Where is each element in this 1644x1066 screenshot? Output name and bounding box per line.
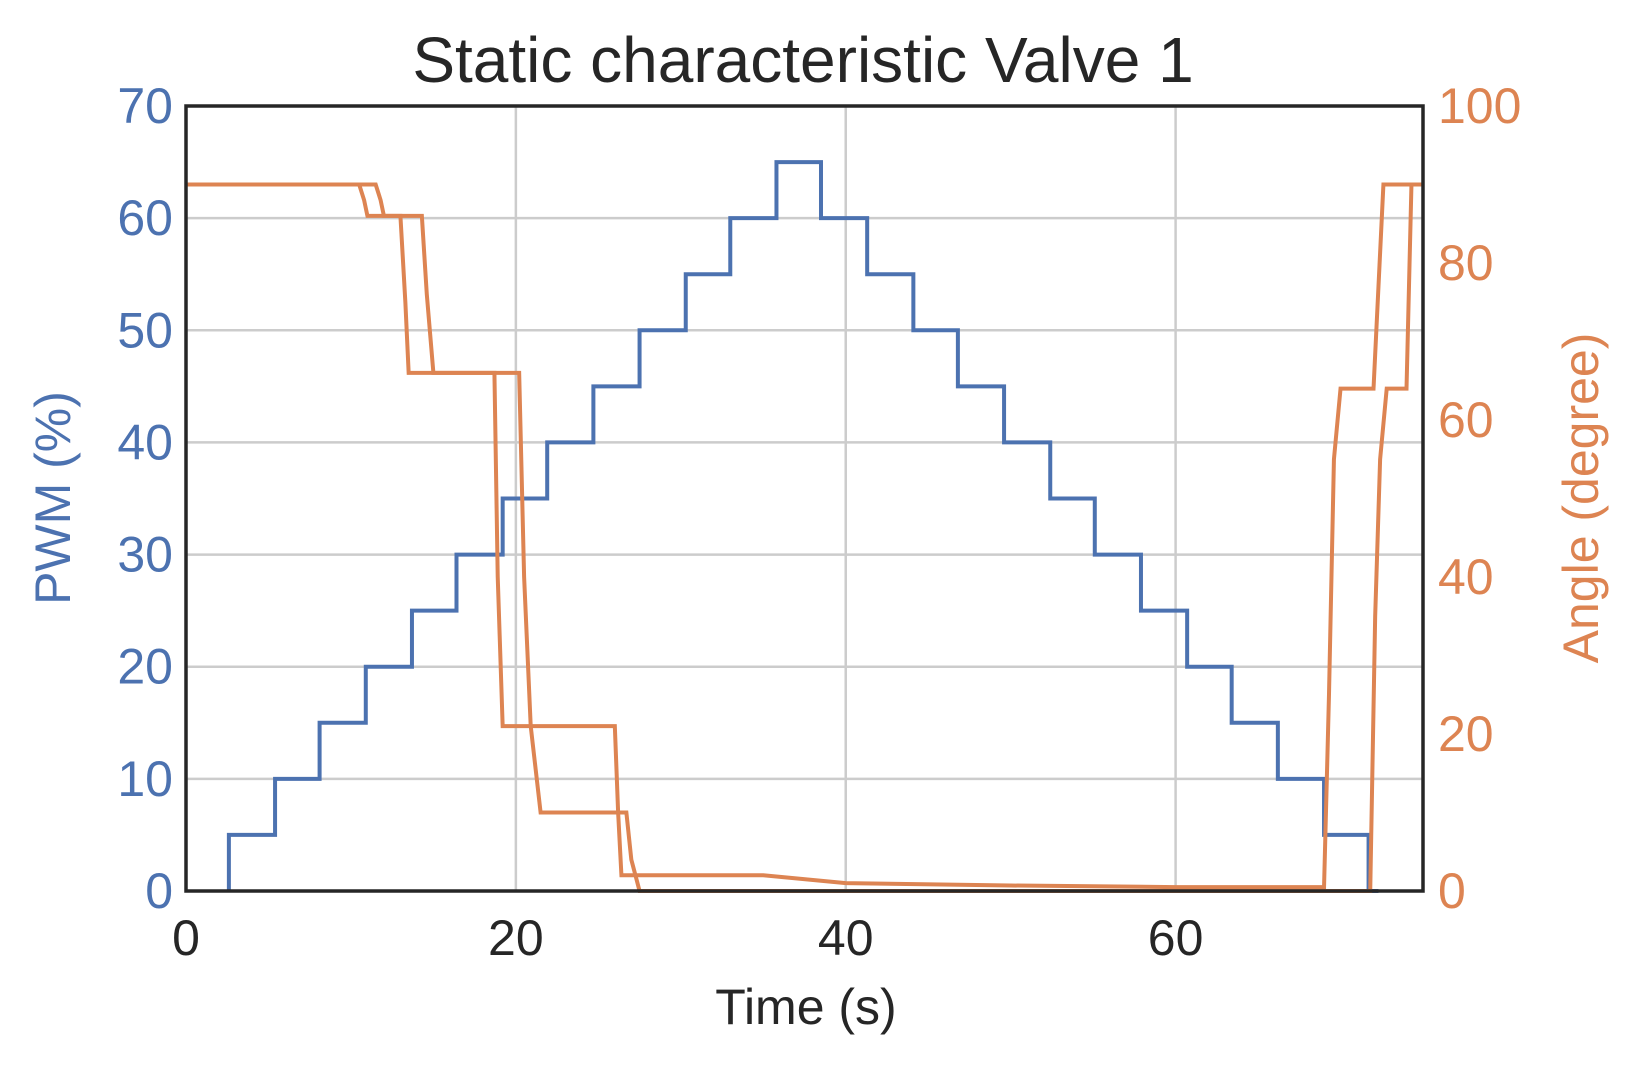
series-line-1 <box>226 160 1379 893</box>
left-axis-ticks: 0 10 20 30 40 50 60 70 <box>117 78 173 919</box>
x-tick-label: 20 <box>488 910 544 966</box>
x-tick-label: 60 <box>1148 910 1204 966</box>
right-tick-label: 100 <box>1438 78 1521 134</box>
plot-frame <box>184 104 1425 893</box>
chart-title: Static characteristic Valve 1 <box>412 24 1193 96</box>
right-tick-label: 20 <box>1438 706 1494 762</box>
left-tick-label: 40 <box>117 414 173 470</box>
series-layer <box>186 160 1423 893</box>
left-tick-label: 20 <box>117 639 173 695</box>
right-tick-label: 0 <box>1438 863 1466 919</box>
x-tick-label: 0 <box>172 910 200 966</box>
x-axis-ticks: 0 20 40 60 <box>172 910 1203 966</box>
right-axis-label: Angle (degree) <box>1553 333 1609 664</box>
series-line-3 <box>186 182 1423 893</box>
right-tick-label: 40 <box>1438 549 1494 605</box>
left-tick-label: 70 <box>117 78 173 134</box>
left-tick-label: 50 <box>117 302 173 358</box>
right-tick-label: 60 <box>1438 392 1494 448</box>
x-axis-label: Time (s) <box>715 979 896 1035</box>
right-tick-label: 80 <box>1438 235 1494 291</box>
grid-lines <box>186 106 1423 891</box>
left-tick-label: 10 <box>117 751 173 807</box>
x-tick-label: 40 <box>818 910 874 966</box>
left-tick-label: 0 <box>145 863 173 919</box>
series-line-2 <box>186 182 1423 890</box>
left-tick-label: 60 <box>117 190 173 246</box>
left-axis-label: PWM (%) <box>25 391 81 605</box>
right-axis-ticks: 0 20 40 60 80 100 <box>1438 78 1521 919</box>
left-tick-label: 30 <box>117 527 173 583</box>
